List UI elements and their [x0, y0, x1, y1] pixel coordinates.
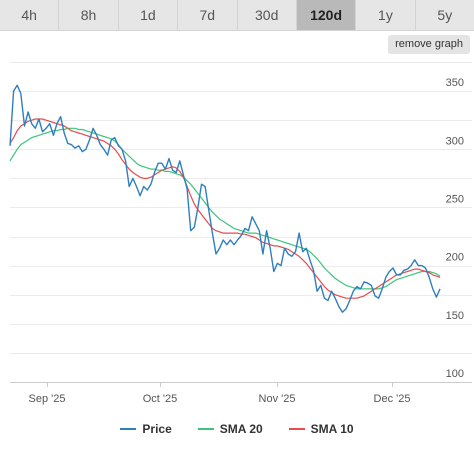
x-tick-label: Dec '25	[374, 393, 411, 405]
tab-5y[interactable]: 5y	[437, 7, 453, 23]
timeframe-tabbar: 4h 8h 1d 7d 30d 120d 1y 5y	[0, 0, 474, 31]
series-line-sma-10	[9, 118, 441, 299]
y-tick-label: 350	[446, 77, 464, 89]
remove-graph-button[interactable]: remove graph	[388, 35, 470, 54]
y-tick-label: 100	[446, 368, 464, 380]
series-line-price	[9, 84, 441, 313]
y-tick-label: 300	[446, 135, 464, 147]
legend-swatch-sma20	[197, 428, 214, 430]
tab-1d[interactable]: 1d	[119, 0, 179, 30]
tab-1y[interactable]: 1y	[356, 0, 416, 30]
legend-label-price: Price	[142, 422, 172, 436]
legend-swatch-sma10	[288, 428, 305, 430]
y-tick-label: 200	[446, 252, 464, 264]
legend-label-sma10: SMA 10	[310, 422, 354, 436]
y-tick-label: 250	[446, 193, 464, 205]
tab-7d[interactable]: 7d	[178, 0, 238, 30]
tab-8h[interactable]: 8h	[59, 0, 119, 30]
x-tick-label: Sep '25	[29, 393, 66, 405]
series-line-sma-20	[9, 127, 441, 290]
tab-120d[interactable]: 120d	[296, 0, 357, 30]
legend-label-sma20: SMA 20	[219, 422, 263, 436]
tab-30d[interactable]: 30d	[238, 0, 297, 30]
legend-item-sma20[interactable]: SMA 20	[197, 420, 263, 438]
x-tick-label: Nov '25	[259, 393, 296, 405]
x-tick-label: Oct '25	[143, 393, 178, 405]
legend-item-price[interactable]: Price	[120, 420, 172, 438]
legend-item-sma10[interactable]: SMA 10	[288, 420, 354, 438]
y-tick-label: 150	[446, 310, 464, 322]
tab-4h[interactable]: 4h	[0, 0, 60, 30]
legend-swatch-price	[120, 428, 137, 430]
chart-legend: Price SMA 20 SMA 10	[0, 420, 474, 438]
